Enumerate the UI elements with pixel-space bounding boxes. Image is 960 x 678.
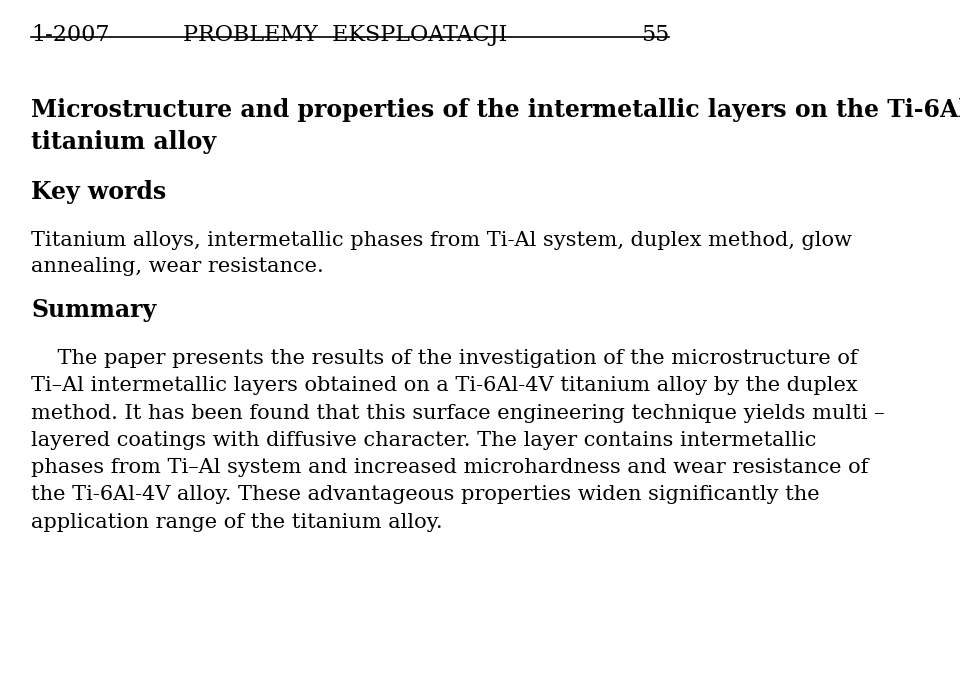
Text: Key words: Key words (31, 180, 166, 203)
Text: 1-2007: 1-2007 (31, 24, 109, 45)
Text: Titanium alloys, intermetallic phases from Ti-Al system, duplex method, glow
ann: Titanium alloys, intermetallic phases fr… (31, 231, 852, 276)
Text: The paper presents the results of the investigation of the microstructure of
Ti–: The paper presents the results of the in… (31, 349, 884, 532)
Text: Microstructure and properties of the intermetallic layers on the Ti-6Al-4V
titan: Microstructure and properties of the int… (31, 98, 960, 154)
Text: 55: 55 (640, 24, 669, 45)
Text: Summary: Summary (31, 298, 156, 322)
Text: PROBLEMY  EKSPLOATACJI: PROBLEMY EKSPLOATACJI (182, 24, 507, 45)
